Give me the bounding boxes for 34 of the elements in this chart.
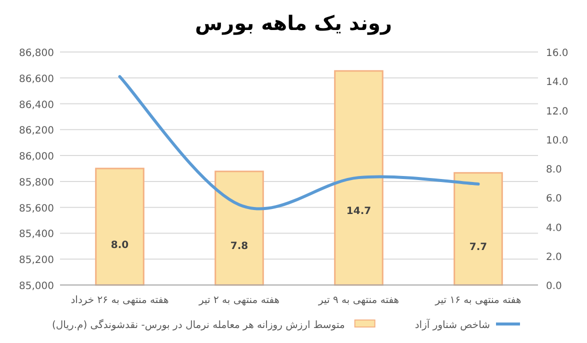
data-label: 7.7: [469, 242, 488, 253]
y-tick-label: 85,800: [19, 177, 54, 188]
x-tick-label: هفته منتهی به ۲ تیر: [198, 295, 280, 306]
x-tick-label: هفته منتهی به ۱۶ تیر: [434, 295, 522, 306]
data-label: 14.7: [346, 206, 372, 218]
y-tick-label: 85,000: [19, 281, 54, 292]
y-tick-label: 85,200: [19, 255, 54, 266]
y2-tick-label: 14.0: [546, 77, 568, 88]
y2-tick-label: 12.0: [546, 106, 568, 118]
y-tick-label: 86,000: [19, 152, 54, 163]
chart-title: روند یک ماهه بورس: [195, 11, 392, 35]
x-tick-label: هفته منتهی به ۹ تیر: [317, 295, 400, 306]
y-tick-label: 85,600: [19, 203, 54, 214]
y2-tick-label: 0.0: [546, 281, 562, 292]
y2-tick-label: 2.0: [546, 252, 562, 263]
y-tick-label: 85,400: [19, 229, 54, 240]
legend-label: متوسط ارزش روزانه هر معامله نرمال در بورس- نقدشوندگی (م.ریال): [52, 319, 345, 331]
legend-label: شاخص شناور آزاد: [414, 318, 490, 331]
y-tick-label: 86,400: [19, 100, 54, 111]
y-tick-label: 86,200: [19, 126, 54, 137]
bar: [454, 172, 503, 286]
bar: [214, 170, 264, 286]
bar: [334, 70, 384, 286]
y-tick-label: 86,600: [19, 74, 54, 85]
data-label: 8.0: [110, 240, 129, 252]
bar: [95, 168, 144, 286]
y2-tick-label: 10.0: [546, 135, 568, 146]
y2-tick-label: 8.0: [546, 164, 562, 176]
y2-tick-label: 16.0: [546, 48, 568, 59]
y-tick-label: 86,800: [19, 48, 54, 59]
y2-tick-label: 6.0: [546, 194, 562, 205]
data-label: 7.8: [230, 241, 248, 252]
x-tick-label: هفته منتهی به ۲۶ خرداد: [70, 295, 169, 306]
y2-tick-label: 4.0: [546, 222, 562, 234]
